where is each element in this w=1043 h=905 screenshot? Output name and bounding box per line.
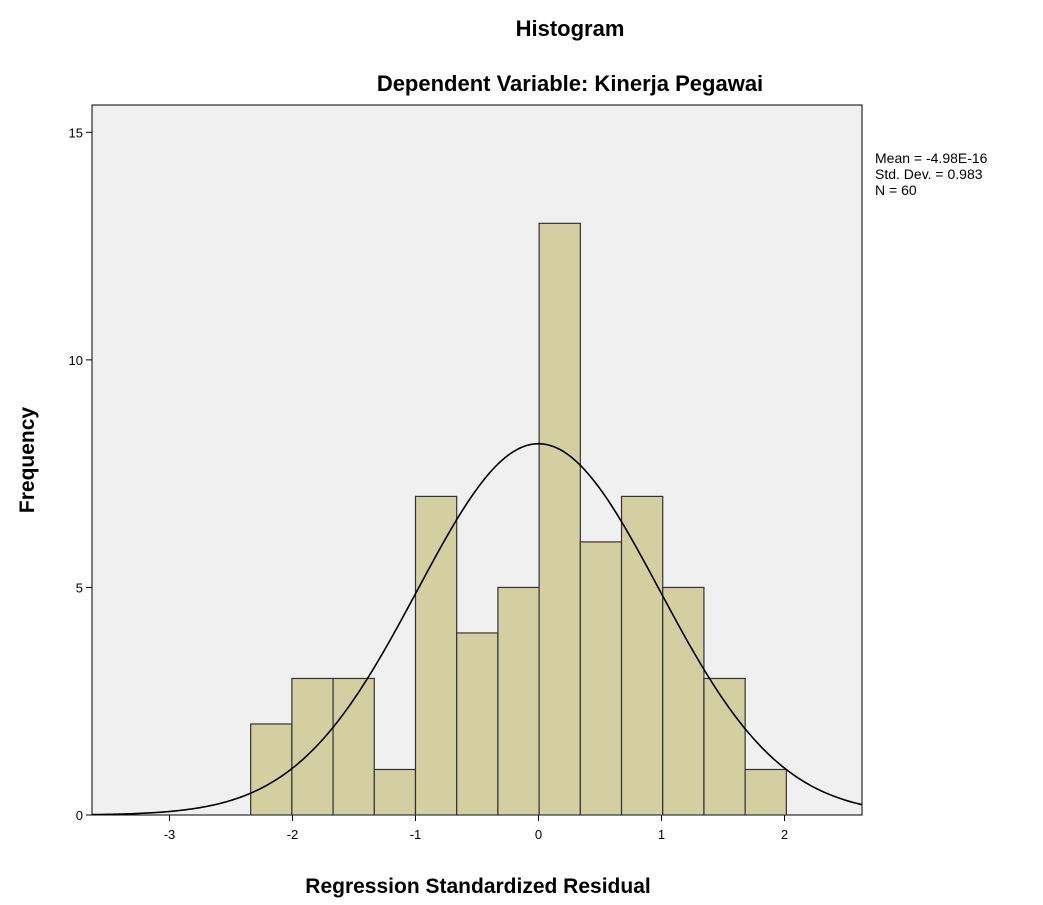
bar [414,495,458,816]
x-tick-label: -1 [410,827,422,842]
x-tick-label: 1 [658,827,665,842]
normal-curve [91,442,863,816]
x-tick-label: 0 [535,827,542,842]
x-axis-label: Regression Standardized Residual [305,875,650,898]
bar [538,222,581,816]
bar [497,586,540,816]
stat-std-dev: Std. Dev. = 0.983 [875,166,983,182]
bar [456,632,499,816]
bar [662,586,705,816]
bar [291,677,334,816]
chart-subtitle: Dependent Variable: Kinerja Pegawai [377,71,763,96]
x-tick-label: 2 [781,827,788,842]
bar [744,768,787,816]
bar [250,723,293,816]
bar [373,768,417,816]
stat-mean: Mean = -4.98E-16 [875,150,988,166]
y-tick-label: 0 [76,808,83,823]
y-tick-label: 15 [69,125,83,140]
y-axis-label: Frequency [16,407,39,514]
bar [332,677,375,816]
chart-title: Histogram [516,16,625,41]
x-tick-label: -3 [164,827,176,842]
y-tick-label: 10 [69,353,83,368]
stat-n: N = 60 [875,182,917,198]
y-tick-label: 5 [76,580,83,595]
bar [579,541,623,816]
bar [703,677,746,816]
x-tick-label: -2 [287,827,299,842]
bar [620,495,664,816]
